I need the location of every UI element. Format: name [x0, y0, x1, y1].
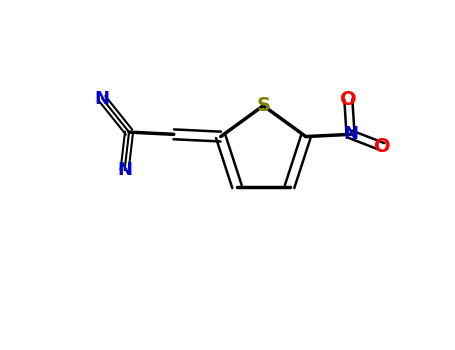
Text: O: O: [340, 90, 357, 109]
Text: N: N: [95, 90, 110, 107]
Text: N: N: [117, 161, 132, 179]
Text: N: N: [343, 125, 358, 144]
Text: O: O: [374, 137, 391, 156]
Text: S: S: [256, 96, 270, 115]
